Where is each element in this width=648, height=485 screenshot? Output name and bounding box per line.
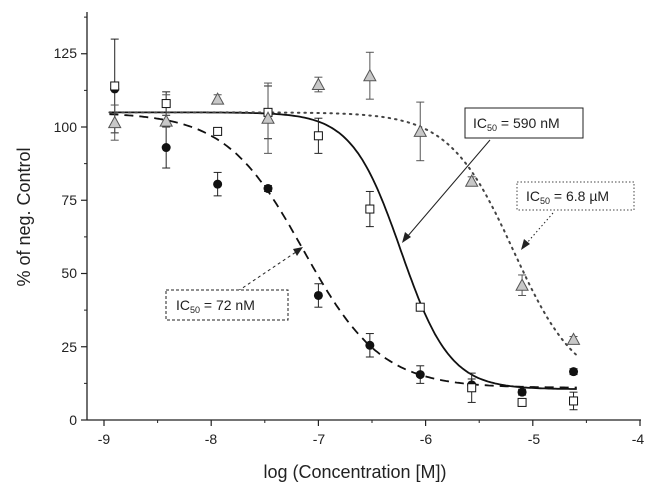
annotation-ic50-6p8uM: IC50 = 6.8 µM xyxy=(516,181,635,211)
data-point-circle xyxy=(415,370,425,380)
x-tick-label: -9 xyxy=(98,431,111,447)
fit-curve-0 xyxy=(109,113,577,389)
svg-text:IC50 = 590 nM: IC50 = 590 nM xyxy=(473,115,560,133)
ic-label: IC xyxy=(473,115,487,131)
data-point-triangle xyxy=(311,77,326,91)
annotation-arrow-6p8uM xyxy=(525,212,554,245)
data-point-circle xyxy=(569,367,579,377)
data-point-circle xyxy=(263,184,273,194)
ic-subscript: 50 xyxy=(487,123,497,133)
x-tick-label: -5 xyxy=(528,431,541,447)
ic-value: = 590 nM xyxy=(497,115,560,131)
y-tick-label: 0 xyxy=(69,412,77,428)
y-tick-label: 25 xyxy=(61,339,77,355)
data-point-square xyxy=(517,397,527,407)
data-point-triangle xyxy=(566,332,581,345)
data-point-circle xyxy=(517,387,527,397)
ic-label: IC xyxy=(176,297,190,313)
annotation-arrows xyxy=(237,139,554,292)
svg-text:IC50 = 72 nM: IC50 = 72 nM xyxy=(176,297,255,315)
data-point-square xyxy=(365,204,375,214)
error-bars xyxy=(110,38,578,411)
data-point-triangle xyxy=(515,278,529,291)
data-point-circle xyxy=(161,143,171,153)
ic-subscript: 50 xyxy=(540,196,550,206)
data-point-triangle xyxy=(107,115,122,129)
data-point-square xyxy=(467,383,477,393)
data-point-triangle xyxy=(261,111,275,124)
y-tick-label: 50 xyxy=(61,265,77,281)
data-point-square xyxy=(161,99,171,109)
data-point-square xyxy=(213,126,223,136)
annotation-ic50-590nm: IC50 = 590 nM xyxy=(464,107,584,139)
data-point-triangle xyxy=(413,124,428,137)
arrowhead xyxy=(402,232,411,243)
ic-value: = 6.8 µM xyxy=(550,188,609,204)
ic-subscript: 50 xyxy=(190,305,200,315)
y-axis-label: % of neg. Control xyxy=(14,147,34,286)
ic-label: IC xyxy=(526,188,540,204)
x-tick-label: -6 xyxy=(420,431,433,447)
arrowhead xyxy=(521,239,530,250)
y-tick-label: 125 xyxy=(54,45,78,61)
data-point-circle xyxy=(213,179,223,189)
data-point-circle xyxy=(365,340,375,350)
y-tick-label: 100 xyxy=(54,119,78,135)
x-tick-label: -7 xyxy=(313,431,326,447)
arrowhead xyxy=(293,247,303,256)
y-tick-label: 75 xyxy=(61,192,77,208)
data-point-triangle xyxy=(464,174,479,187)
x-tick-label: -8 xyxy=(205,431,218,447)
axis-ticks xyxy=(81,16,641,426)
x-axis-label: log (Concentration [M]) xyxy=(263,462,446,482)
fit-curve-2 xyxy=(108,111,578,357)
data-point-triangle xyxy=(159,114,174,127)
data-markers xyxy=(107,68,581,407)
data-point-square xyxy=(415,302,425,312)
data-point-square xyxy=(569,396,579,406)
data-point-triangle xyxy=(210,92,225,105)
fit-curve-1 xyxy=(109,111,577,390)
annotation-arrow-72nm xyxy=(237,251,297,292)
ic-value: = 72 nM xyxy=(200,297,255,313)
data-point-triangle xyxy=(363,68,377,82)
annotation-ic50-72nm: IC50 = 72 nM xyxy=(165,289,289,321)
annotation-arrow-590nm xyxy=(406,139,491,238)
data-point-square xyxy=(110,81,120,91)
x-tick-label: -4 xyxy=(632,431,645,447)
svg-text:IC50 = 6.8 µM: IC50 = 6.8 µM xyxy=(526,188,609,206)
fit-curves xyxy=(108,111,578,390)
data-point-circle xyxy=(313,290,323,300)
data-point-square xyxy=(313,131,323,141)
